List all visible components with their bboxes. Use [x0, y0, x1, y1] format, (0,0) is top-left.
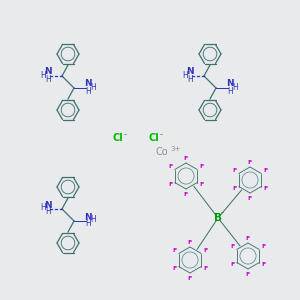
Text: H: H: [232, 82, 238, 91]
Text: H: H: [85, 220, 91, 229]
Text: 3+: 3+: [170, 146, 180, 152]
Text: H: H: [227, 86, 233, 95]
Text: H: H: [187, 74, 193, 83]
Text: F: F: [184, 191, 188, 196]
Text: F: F: [262, 262, 266, 268]
Text: N: N: [84, 212, 92, 221]
Text: F: F: [262, 244, 266, 250]
Text: F: F: [172, 266, 176, 272]
Text: F: F: [232, 187, 236, 191]
Text: F: F: [263, 187, 268, 191]
Text: N: N: [44, 200, 52, 209]
Text: -: -: [124, 130, 127, 140]
Text: F: F: [184, 155, 188, 160]
Text: H: H: [182, 70, 188, 80]
Text: Co: Co: [156, 147, 168, 157]
Text: B: B: [214, 213, 222, 223]
Text: F: F: [200, 164, 204, 169]
Text: H: H: [45, 74, 51, 83]
Text: N: N: [186, 68, 194, 76]
Text: H: H: [90, 82, 96, 91]
Text: F: F: [172, 248, 176, 253]
Text: H: H: [45, 208, 51, 217]
Text: F: F: [246, 272, 250, 277]
Text: F: F: [203, 266, 208, 272]
Text: H: H: [40, 203, 46, 212]
Text: H: H: [90, 215, 96, 224]
Text: F: F: [200, 182, 204, 188]
Text: F: F: [168, 164, 172, 169]
Text: F: F: [203, 248, 208, 253]
Text: -: -: [160, 130, 163, 140]
Text: Cl: Cl: [112, 133, 123, 143]
Text: F: F: [248, 196, 252, 200]
Text: Cl: Cl: [148, 133, 159, 143]
Text: F: F: [230, 244, 235, 250]
Text: F: F: [232, 169, 236, 173]
Text: F: F: [168, 182, 172, 188]
Text: F: F: [188, 239, 192, 244]
Text: F: F: [246, 236, 250, 241]
Text: F: F: [188, 275, 192, 281]
Text: -: -: [220, 208, 224, 217]
Text: N: N: [226, 80, 234, 88]
Text: H: H: [40, 70, 46, 80]
Text: F: F: [263, 169, 268, 173]
Text: F: F: [230, 262, 235, 268]
Text: N: N: [44, 68, 52, 76]
Text: N: N: [84, 80, 92, 88]
Text: F: F: [248, 160, 252, 164]
Text: H: H: [85, 86, 91, 95]
